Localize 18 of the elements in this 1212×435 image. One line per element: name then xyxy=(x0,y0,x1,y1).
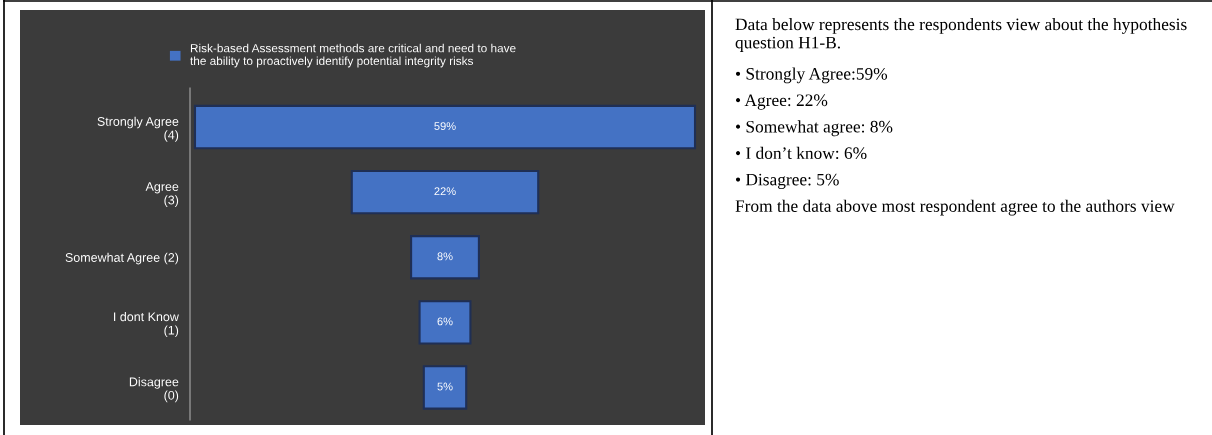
category-label: I dont Know (1) xyxy=(114,312,179,338)
category-label: Disagree (0) xyxy=(129,377,179,403)
data-label: 5% xyxy=(437,382,453,391)
text: • Strongly Agree:59% xyxy=(735,67,888,84)
text: • Agree: 22% xyxy=(735,94,828,110)
text: • I don’t know: 6% xyxy=(735,146,867,160)
data-label: 8% xyxy=(437,252,453,261)
category-label: Agree (3) xyxy=(145,182,179,207)
text: • Somewhat agree: 8% xyxy=(735,120,893,137)
legend-label: Risk-based Assessment methods are critical and need to have the ability to proactively identify potential integrity risks xyxy=(190,43,516,68)
category-label: Somewhat Agree (2) xyxy=(65,252,179,265)
category-label: Strongly Agree (4) xyxy=(97,116,179,142)
text: From the data above most respondent agree to the authors view xyxy=(735,199,1175,216)
text: Data below represents the respondents view about the hypothesis question H1-B. xyxy=(735,18,1187,52)
data-label: 59% xyxy=(434,122,456,131)
data-label: 22% xyxy=(434,187,456,196)
data-label: 6% xyxy=(437,317,453,326)
text: • Disagree: 5% xyxy=(735,173,839,189)
